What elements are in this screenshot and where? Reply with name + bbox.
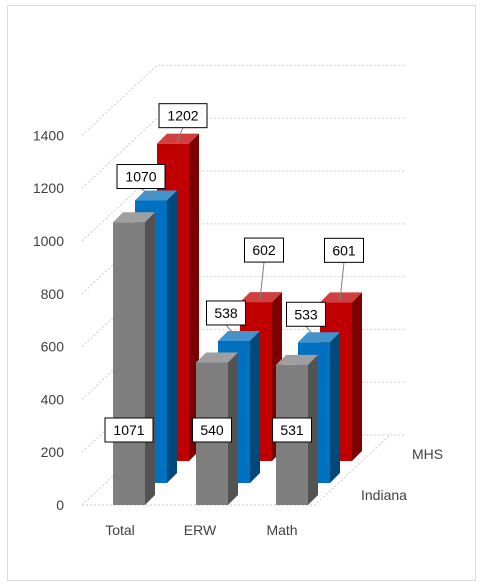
bar-top (320, 292, 362, 303)
gridline (81, 64, 405, 136)
bar (113, 212, 155, 506)
data-label-box (272, 417, 312, 443)
y-axis: 0 200 400 600 800 1000 1200 1400 (33, 127, 64, 513)
data-label-text: 1071 (113, 422, 144, 438)
leader-line (259, 262, 265, 301)
y-tick-label: 400 (41, 391, 65, 407)
data-label-box (116, 164, 166, 190)
data-label: 1071 (104, 417, 154, 443)
data-label-box (244, 237, 284, 263)
depth-axis: MHS Indiana (361, 446, 443, 503)
bar-side (308, 354, 318, 505)
data-label: 538 (206, 300, 246, 340)
bar-side (167, 190, 177, 483)
x-tick-label: Total (105, 522, 135, 538)
bar-side (352, 292, 362, 461)
data-labels: 1071 540 531 1070 538 533 1202 602 601 (104, 103, 364, 443)
gridlines (81, 64, 405, 506)
data-label: 602 (244, 237, 284, 301)
bar-top (113, 212, 155, 223)
data-label-text: 1070 (125, 169, 156, 185)
x-axis: Total ERW Math (105, 522, 297, 538)
bar-top (135, 190, 177, 201)
y-tick-label: 0 (56, 497, 64, 513)
bars (113, 133, 362, 506)
y-tick-label: 200 (41, 444, 65, 460)
bar-side (228, 352, 238, 505)
data-label-text: 1202 (167, 108, 198, 124)
x-tick-label: ERW (184, 522, 217, 538)
data-label: 1202 (158, 103, 208, 142)
depth-label: MHS (412, 446, 443, 462)
bar-side (145, 212, 155, 506)
data-label-text: 533 (294, 306, 318, 322)
leader-line (339, 262, 345, 301)
data-label-box (158, 103, 208, 129)
data-label-box (104, 417, 154, 443)
chart-frame (7, 5, 476, 581)
data-label-text: 601 (332, 242, 356, 258)
data-label-text: 602 (252, 242, 276, 258)
bar-side (330, 332, 340, 483)
leader-line (140, 188, 156, 199)
bar-top (276, 354, 318, 365)
y-tick-label: 1400 (33, 127, 64, 143)
data-label: 533 (286, 301, 326, 341)
y-tick-label: 600 (41, 339, 65, 355)
y-tick-label: 1000 (33, 233, 64, 249)
leader-line (305, 325, 319, 341)
bar-top (196, 352, 238, 363)
bar-front (113, 222, 145, 506)
bar-top (298, 332, 340, 343)
data-label-box (324, 237, 364, 263)
data-label-text: 538 (214, 305, 238, 321)
data-label: 601 (324, 237, 364, 301)
data-label-text: 540 (200, 422, 224, 438)
data-label-box (192, 417, 232, 443)
data-label-box (206, 300, 246, 326)
data-label: 540 (192, 417, 232, 443)
data-label-text: 531 (280, 422, 304, 438)
x-tick-label: Math (266, 522, 297, 538)
leader-line (225, 324, 239, 340)
bar-top (218, 330, 260, 341)
data-label-box (286, 301, 326, 327)
y-tick-label: 1200 (33, 180, 64, 196)
depth-label: Indiana (361, 487, 407, 503)
leader-line (176, 127, 184, 142)
bar-top (240, 292, 282, 303)
data-label: 531 (272, 417, 312, 443)
y-tick-label: 800 (41, 286, 65, 302)
data-label: 1070 (116, 164, 166, 199)
bar-side (250, 330, 260, 483)
floor-edge (82, 434, 391, 506)
